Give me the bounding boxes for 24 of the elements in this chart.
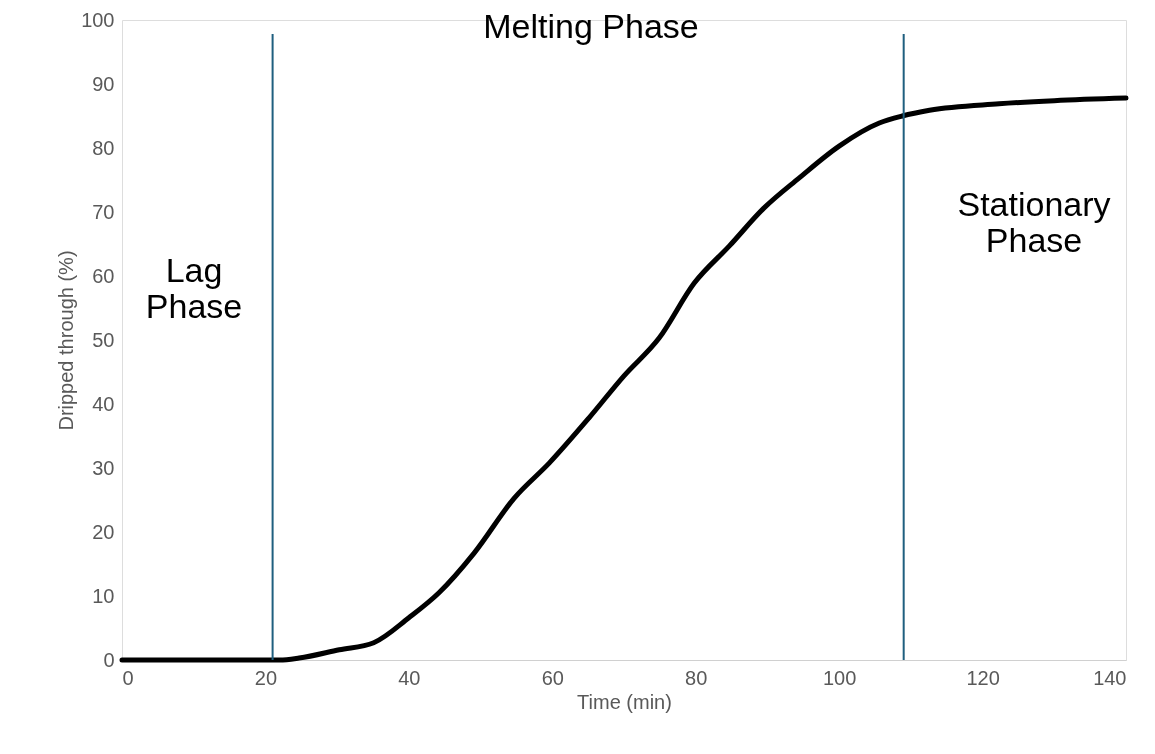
x-tick-label: 100 <box>822 666 857 689</box>
y-tick-label: 90 <box>92 72 115 95</box>
y-tick-label: 30 <box>92 456 115 479</box>
x-tick-label: 120 <box>966 666 1000 689</box>
annotation: Lag Phase <box>145 251 243 325</box>
y-tick-label: 100 <box>81 8 115 31</box>
y-tick-label: 0 <box>103 648 115 671</box>
y-tick-label: 10 <box>92 584 115 607</box>
y-tick-label: 50 <box>92 328 115 351</box>
x-tick-label: 80 <box>685 666 708 689</box>
annotation: Stationary Phase <box>957 185 1111 259</box>
y-axis-title: Dripped through (%) <box>55 250 78 431</box>
x-axis-title: Time (min) <box>577 690 672 713</box>
x-tick-label: 40 <box>398 666 421 689</box>
x-tick-label: 60 <box>541 666 564 689</box>
y-tick-label: 80 <box>92 136 115 159</box>
annotation: Melting Phase <box>483 7 699 45</box>
y-tick-label: 40 <box>92 392 115 415</box>
x-tick-label: 20 <box>254 666 278 689</box>
y-tick-label: 60 <box>92 264 115 287</box>
x-tick-label: 0 <box>122 666 134 689</box>
x-tick-label: 140 <box>1093 666 1127 689</box>
y-tick-label: 20 <box>92 520 115 543</box>
y-tick-label: 70 <box>92 200 115 223</box>
